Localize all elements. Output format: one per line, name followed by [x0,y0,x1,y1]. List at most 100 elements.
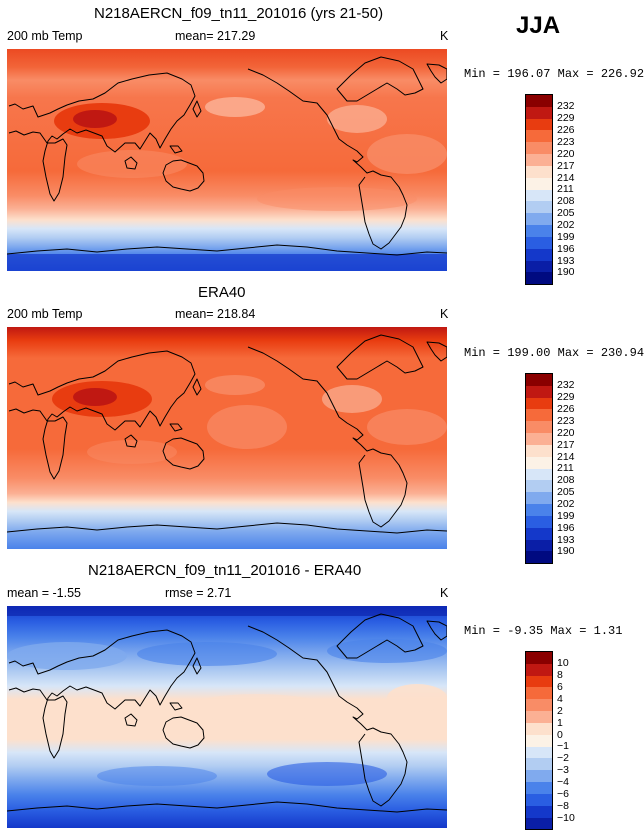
panel-3-swatch [526,675,552,688]
panel-1-swatch [526,213,552,226]
panel-2-unit-label: K [440,307,449,321]
panel-2-swatch [526,421,552,434]
panel-3-colorbar [525,651,553,831]
panel-1-tick: 202 [557,219,575,231]
panel-2-tick: 232 [557,379,575,391]
panel-2-minmax: Min = 199.00 Max = 230.94 [464,346,644,360]
panel-1-title: N218AERCN_f09_tn11_201016 (yrs 21-50) [94,5,384,22]
panel-1-swatch [526,177,552,190]
panel-2-tick: 193 [557,534,575,546]
panel-3-swatch [526,663,552,676]
panel-3-coastlines [7,613,447,813]
panel-1-swatch [526,165,552,178]
panel-2-tick: 229 [557,391,575,403]
panel-1-swatch [526,248,552,261]
panel-3-swatch [526,734,552,747]
panel-1-swatch [526,272,552,285]
panel-3-swatch [526,652,552,664]
panel-2-swatch [526,374,552,386]
panel-2-swatch [526,456,552,469]
panel-1-coastlines [7,56,447,256]
panel-1-tick: 196 [557,243,575,255]
panel-1-map [7,49,447,271]
panel-1-tick: 229 [557,112,575,124]
panel-3-tick: 8 [557,669,563,681]
panel-1-variable-label: 200 mb Temp [7,29,83,43]
panel-1-tick: 190 [557,266,575,278]
panel-3-swatch [526,782,552,794]
panel-1-swatch [526,118,552,131]
panel-1-minmax: Min = 196.07 Max = 226.92 [464,67,644,81]
panel-2-coastlines [7,334,447,534]
panel-3-tick: −4 [557,776,569,788]
panel-3-tick: 10 [557,657,569,669]
panel-3-tick: 4 [557,693,563,705]
panel-2-swatch [526,504,552,516]
panel-1-swatch [526,142,552,155]
panel-1-tick: 217 [557,160,575,172]
panel-1-tick: 220 [557,148,575,160]
panel-1-tick: 223 [557,136,575,148]
panel-2-map [7,327,447,549]
panel-1-tick: 232 [557,100,575,112]
panel-2-swatch [526,385,552,398]
panel-3-swatch [526,770,552,783]
panel-3-map [7,606,447,828]
panel-3-swatch [526,746,552,759]
panel-3-swatch [526,711,552,723]
panel-2-title: ERA40 [198,284,246,301]
panel-1-tick: 214 [557,172,575,184]
panel-2-swatch [526,397,552,410]
panel-3-swatch [526,758,552,771]
panel-1-swatch [526,236,552,249]
panel-2-tick: 217 [557,439,575,451]
panel-3-swatch [526,805,552,818]
panel-1-tick: 193 [557,255,575,267]
panel-3-minmax: Min = -9.35 Max = 1.31 [464,624,623,638]
panel-1-swatch [526,225,552,237]
panel-2-swatch [526,551,552,564]
panel-1-tick: 205 [557,207,575,219]
panel-1-swatch [526,130,552,143]
panel-1-tick: 226 [557,124,575,136]
panel-2-tick: 211 [557,462,574,474]
panel-2-swatch [526,527,552,540]
panel-1-colorbar [525,94,553,286]
panel-2-tick: 226 [557,403,575,415]
panel-1-unit-label: K [440,29,449,43]
panel-1-swatch [526,95,552,107]
panel-2-tick: 199 [557,510,575,522]
panel-2-swatch [526,468,552,481]
panel-2-colorbar [525,373,553,565]
panel-1-tick: 208 [557,195,575,207]
panel-3-swatch [526,793,552,806]
panel-3-tick: 6 [557,681,563,693]
panel-2-swatch [526,444,552,457]
panel-3-title: N218AERCN_f09_tn11_201016 - ERA40 [88,562,362,579]
panel-3-unit-label: K [440,586,449,600]
panel-1-swatch [526,189,552,202]
panel-2-swatch [526,492,552,505]
panel-3-swatch [526,722,552,735]
panel-1-swatch [526,106,552,119]
panel-3-tick: −3 [557,764,569,776]
panel-1-swatch [526,201,552,214]
panel-3-rmse-label: rmse = 2.71 [165,586,232,600]
panel-3-tick: −1 [557,740,569,752]
panel-2-swatch [526,515,552,528]
panel-1-swatch [526,260,552,273]
panel-2-tick: 196 [557,522,575,534]
panel-3-mean-label: mean = -1.55 [7,586,82,600]
panel-3-tick: 0 [557,729,563,741]
panel-1-swatch [526,154,552,166]
panel-1-mean-label: mean= 217.29 [175,29,256,43]
panel-3-tick: −8 [557,800,569,812]
season-label: JJA [516,12,561,39]
panel-3-tick: 2 [557,705,563,717]
panel-3-tick: −2 [557,752,569,764]
panel-2-swatch [526,433,552,445]
panel-3-swatch [526,817,552,830]
panel-3-tick: −6 [557,788,569,800]
panel-2-swatch [526,409,552,422]
panel-2-tick: 214 [557,451,575,463]
